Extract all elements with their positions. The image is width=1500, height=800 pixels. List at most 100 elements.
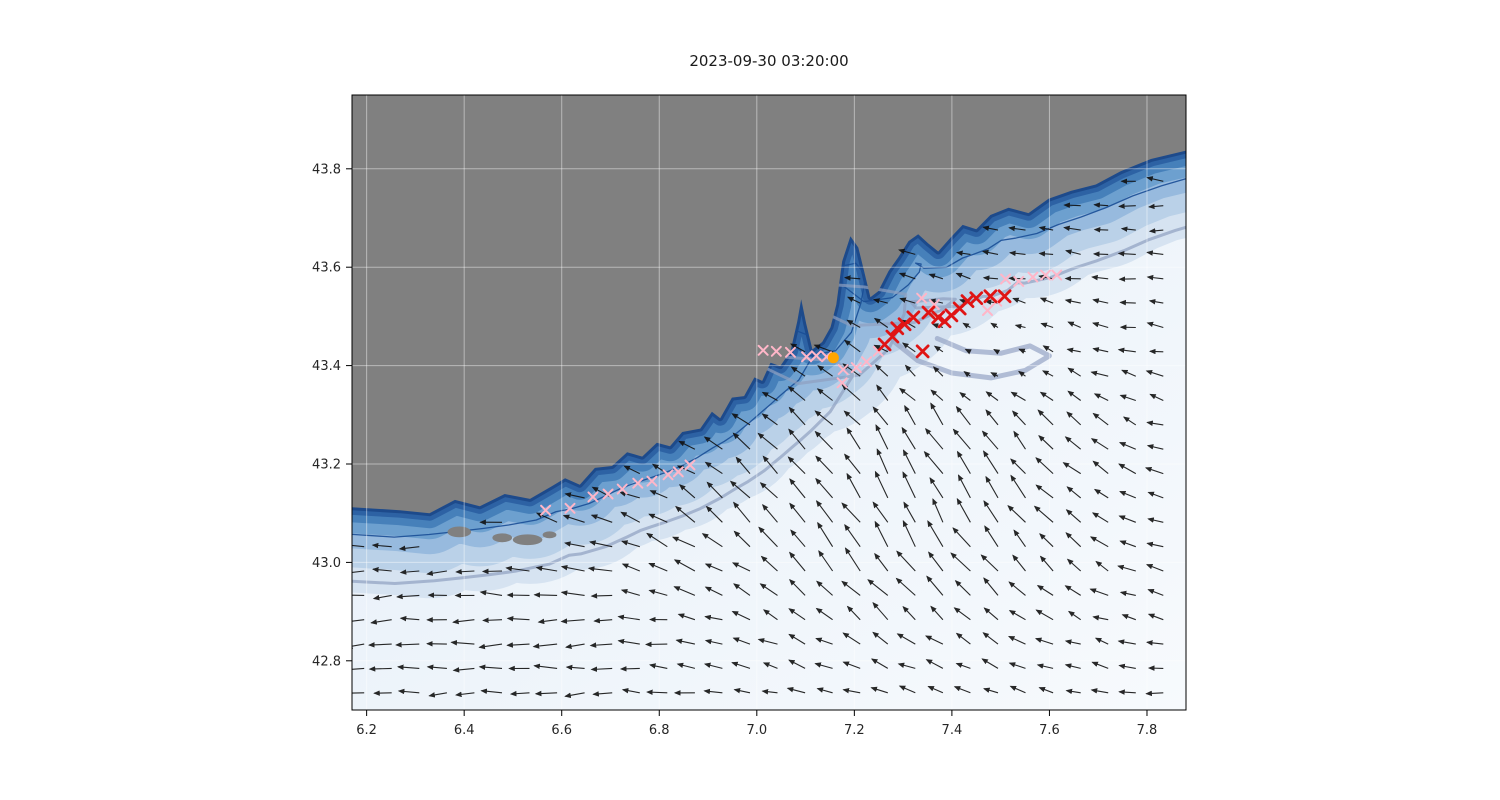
current-arrow: [1145, 369, 1164, 377]
current-arrow: [399, 615, 420, 622]
x-marker: [981, 304, 993, 316]
current-arrow: [981, 249, 999, 256]
current-arrow: [843, 410, 861, 426]
current-arrow: [589, 642, 613, 648]
current-arrow: [1008, 662, 1026, 669]
current-arrow: [1035, 609, 1054, 621]
current-arrow: [1011, 410, 1026, 426]
x-tick-label: 6.2: [356, 723, 377, 738]
current-arrow: [790, 529, 806, 548]
current-arrow: [789, 502, 806, 523]
x-tick-label: 6.4: [454, 723, 475, 738]
current-arrow: [817, 521, 834, 547]
current-arrow: [675, 638, 696, 645]
current-arrow: [1149, 393, 1164, 401]
current-arrow: [1014, 323, 1026, 330]
current-arrow: [593, 617, 613, 624]
current-arrow: [703, 662, 723, 669]
current-arrow: [1119, 590, 1136, 597]
current-arrow: [1118, 442, 1137, 450]
current-arrow: [397, 688, 420, 695]
current-arrow: [1009, 685, 1026, 694]
current-arrow: [1063, 225, 1081, 232]
current-arrow: [872, 406, 889, 426]
current-arrow: [1092, 298, 1109, 304]
current-arrow: [482, 617, 503, 624]
x-marker: [921, 305, 936, 320]
current-arrow: [478, 664, 503, 670]
current-arrow: [560, 618, 585, 624]
current-arrow: [705, 505, 723, 523]
current-arrow: [818, 550, 834, 572]
current-arrow: [932, 366, 944, 377]
current-arrow: [985, 475, 999, 499]
current-arrow: [1010, 458, 1026, 474]
x-marker: [928, 299, 940, 311]
current-arrow: [1038, 274, 1054, 280]
x-tick-label: 7.4: [942, 723, 963, 738]
current-arrow: [1144, 466, 1164, 475]
current-arrow: [1089, 588, 1109, 596]
current-arrow: [481, 568, 503, 575]
current-arrow: [903, 449, 916, 474]
current-arrow: [788, 551, 806, 572]
current-arrow: [874, 552, 889, 572]
current-arrow: [1095, 560, 1109, 572]
x-tick-label: 7.2: [844, 723, 865, 738]
current-arrow: [352, 643, 365, 649]
current-arrow: [733, 530, 751, 548]
current-arrow: [395, 642, 420, 648]
current-arrow: [816, 388, 833, 401]
current-arrow: [844, 547, 861, 572]
x-marker: [1013, 275, 1025, 287]
current-arrow: [587, 566, 613, 572]
current-arrow: [617, 638, 640, 645]
island: [542, 531, 557, 539]
land-mass: [352, 95, 1186, 514]
current-arrow: [1093, 488, 1109, 499]
current-arrow: [956, 250, 971, 257]
current-arrow: [813, 344, 833, 353]
current-arrow: [619, 491, 640, 499]
x-marker: [850, 362, 862, 374]
plot-frame: [351, 94, 1187, 711]
current-arrow: [898, 272, 916, 280]
current-arrow: [1036, 585, 1054, 596]
current-arrow: [1009, 250, 1026, 257]
current-arrow: [841, 502, 861, 523]
current-arrow: [478, 643, 503, 650]
current-arrow: [533, 592, 558, 598]
current-arrow: [901, 342, 916, 353]
current-arrow: [1035, 457, 1054, 475]
x-marker: [916, 292, 928, 304]
current-arrow: [984, 525, 999, 547]
current-arrow: [757, 638, 778, 645]
current-arrow: [621, 540, 640, 548]
current-arrow: [1066, 558, 1082, 572]
current-arrow: [904, 364, 916, 377]
current-arrow: [371, 542, 392, 549]
current-arrow: [814, 430, 833, 450]
current-arrow: [1065, 249, 1081, 255]
current-arrow: [1147, 517, 1164, 523]
current-arrow: [1090, 370, 1109, 377]
current-arrow: [815, 500, 834, 523]
current-arrow: [646, 689, 668, 695]
current-arrow: [1148, 203, 1164, 210]
current-arrow: [1067, 390, 1082, 401]
current-arrow: [1065, 532, 1082, 548]
current-arrow: [452, 618, 475, 625]
current-arrow: [1148, 228, 1164, 234]
current-arrow: [874, 364, 889, 377]
current-arrow: [895, 577, 916, 596]
current-arrow: [762, 662, 778, 669]
current-arrow: [1093, 227, 1109, 233]
current-arrow: [956, 450, 971, 474]
current-arrow: [959, 392, 971, 401]
current-arrow: [787, 386, 806, 401]
current-arrow: [1035, 484, 1054, 499]
x-tick-label: 7.0: [746, 723, 767, 738]
current-arrow: [1145, 564, 1164, 572]
current-arrow: [902, 520, 916, 547]
current-arrow: [874, 520, 889, 547]
